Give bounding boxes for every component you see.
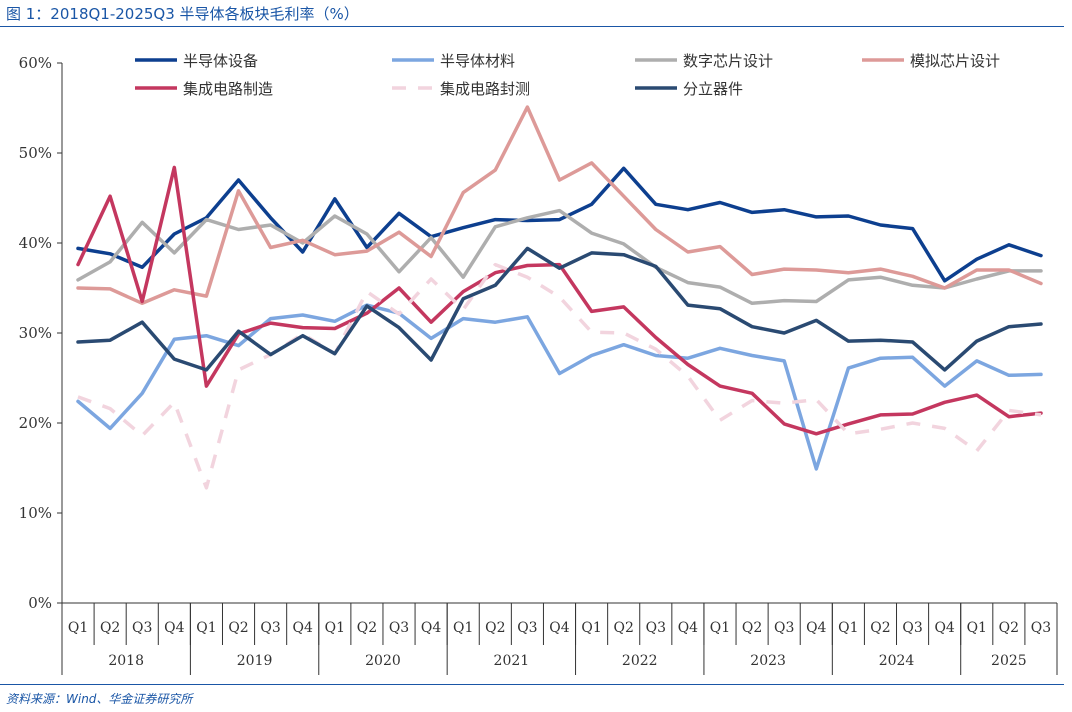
quarter-label: Q2 bbox=[870, 620, 890, 636]
quarter-label: Q2 bbox=[485, 620, 505, 636]
series-line-1 bbox=[76, 166, 1043, 283]
y-tick-label: 60% bbox=[19, 54, 52, 72]
quarter-label: Q1 bbox=[68, 620, 88, 636]
quarter-label: Q2 bbox=[357, 620, 377, 636]
series-line-7 bbox=[76, 246, 1043, 372]
quarter-label: Q4 bbox=[421, 620, 441, 636]
figure-title: 图 1：2018Q1-2025Q3 半导体各板块毛利率（%） bbox=[6, 5, 359, 23]
series-line-6 bbox=[77, 262, 1042, 490]
quarter-label: Q4 bbox=[806, 620, 826, 636]
year-label: 2018 bbox=[108, 653, 144, 669]
quarter-label: Q2 bbox=[100, 620, 120, 636]
source-note: 资料来源：Wind、华金证券研究所 bbox=[6, 692, 193, 706]
quarter-label: Q3 bbox=[260, 620, 280, 636]
series-line-3 bbox=[76, 208, 1043, 306]
quarter-label: Q3 bbox=[389, 620, 409, 636]
quarter-label: Q1 bbox=[325, 620, 345, 636]
legend-label: 集成电路封测 bbox=[440, 80, 530, 98]
quarter-label: Q4 bbox=[549, 620, 569, 636]
quarter-label: Q1 bbox=[453, 620, 473, 636]
quarter-label: Q4 bbox=[678, 620, 698, 636]
quarter-label: Q2 bbox=[999, 620, 1019, 636]
year-label: 2022 bbox=[622, 653, 658, 669]
y-tick-label: 20% bbox=[19, 414, 52, 432]
quarter-label: Q2 bbox=[742, 620, 762, 636]
y-tick-label: 50% bbox=[19, 144, 52, 162]
legend-label: 分立器件 bbox=[683, 80, 743, 98]
y-tick-label: 40% bbox=[19, 234, 52, 252]
legend-label: 半导体设备 bbox=[183, 52, 258, 70]
legend-label: 集成电路制造 bbox=[183, 80, 273, 98]
legend-label: 半导体材料 bbox=[440, 52, 515, 70]
quarter-label: Q1 bbox=[581, 620, 601, 636]
year-label: 2019 bbox=[237, 653, 273, 669]
quarter-label: Q3 bbox=[646, 620, 666, 636]
y-tick-label: 30% bbox=[19, 324, 52, 342]
quarter-label: Q3 bbox=[132, 620, 152, 636]
y-tick-label: 10% bbox=[19, 504, 52, 522]
legend-label: 模拟芯片设计 bbox=[910, 52, 1000, 70]
year-label: 2021 bbox=[494, 653, 530, 669]
quarter-label: Q4 bbox=[293, 620, 313, 636]
series-line-5 bbox=[76, 165, 1043, 436]
quarter-label: Q1 bbox=[710, 620, 730, 636]
quarter-label: Q3 bbox=[517, 620, 537, 636]
series-line-4 bbox=[76, 105, 1043, 306]
quarter-label: Q4 bbox=[934, 620, 954, 636]
quarter-label: Q2 bbox=[228, 620, 248, 636]
year-label: 2025 bbox=[991, 653, 1027, 669]
footer-rule bbox=[0, 684, 1064, 685]
series-line-2 bbox=[76, 303, 1043, 471]
quarter-label: Q1 bbox=[196, 620, 216, 636]
quarter-label: Q3 bbox=[774, 620, 794, 636]
quarter-label: Q3 bbox=[1031, 620, 1051, 636]
year-label: 2024 bbox=[879, 653, 915, 669]
title-rule bbox=[0, 26, 1064, 27]
y-tick-label: 0% bbox=[28, 594, 52, 612]
legend-label: 数字芯片设计 bbox=[683, 52, 773, 70]
quarter-label: Q1 bbox=[967, 620, 987, 636]
quarter-label: Q1 bbox=[838, 620, 858, 636]
quarter-label: Q3 bbox=[902, 620, 922, 636]
quarter-label: Q4 bbox=[164, 620, 184, 636]
year-label: 2020 bbox=[365, 653, 401, 669]
year-label: 2023 bbox=[750, 653, 786, 669]
quarter-label: Q2 bbox=[613, 620, 633, 636]
